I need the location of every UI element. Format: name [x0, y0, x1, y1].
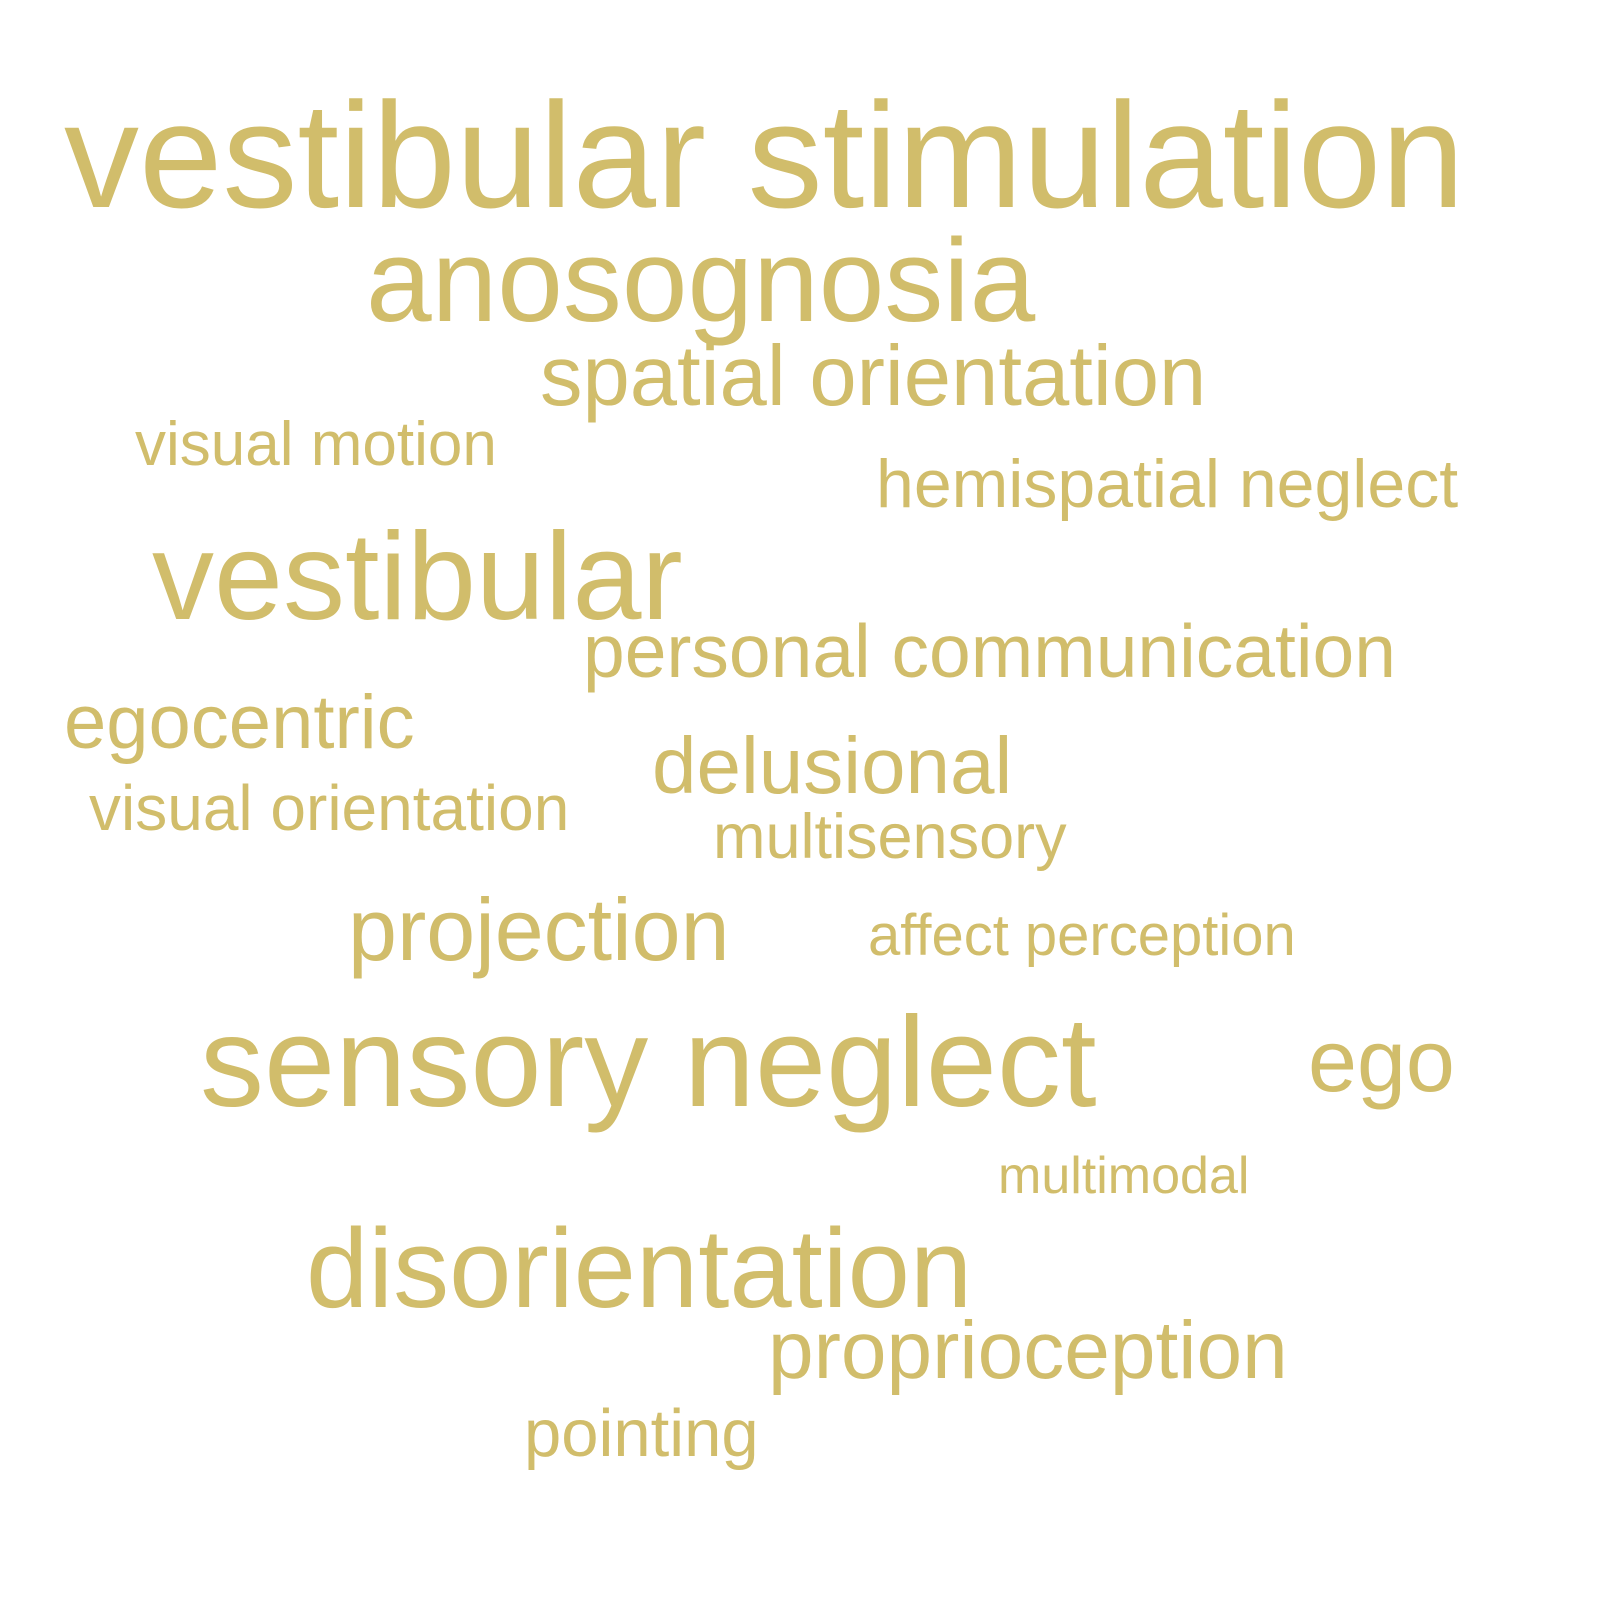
- word-ego: ego: [1308, 1011, 1455, 1110]
- word-multisensory: multisensory: [713, 802, 1067, 872]
- word-vestibular: vestibular: [152, 508, 683, 646]
- word-proprioception: proprioception: [768, 1305, 1288, 1396]
- word-visual-orientation: visual orientation: [89, 772, 570, 844]
- word-anosognosia: anosognosia: [366, 215, 1036, 347]
- word-spatial-orientation: spatial orientation: [540, 329, 1207, 424]
- word-delusional: delusional: [652, 721, 1013, 810]
- word-projection: projection: [348, 880, 730, 979]
- word-multimodal: multimodal: [998, 1147, 1250, 1205]
- word-sensory-neglect: sensory neglect: [200, 991, 1097, 1134]
- word-affect-perception: affect perception: [868, 903, 1296, 968]
- word-egocentric: egocentric: [64, 680, 415, 765]
- word-pointing: pointing: [524, 1396, 759, 1471]
- word-visual-motion: visual motion: [135, 410, 497, 479]
- word-disorientation: disorientation: [306, 1206, 973, 1331]
- word-personal-communication: personal communication: [583, 609, 1396, 693]
- word-hemispatial-neglect: hemispatial neglect: [876, 446, 1459, 522]
- word-vestibular-stimulation: vestibular stimulation: [64, 71, 1465, 239]
